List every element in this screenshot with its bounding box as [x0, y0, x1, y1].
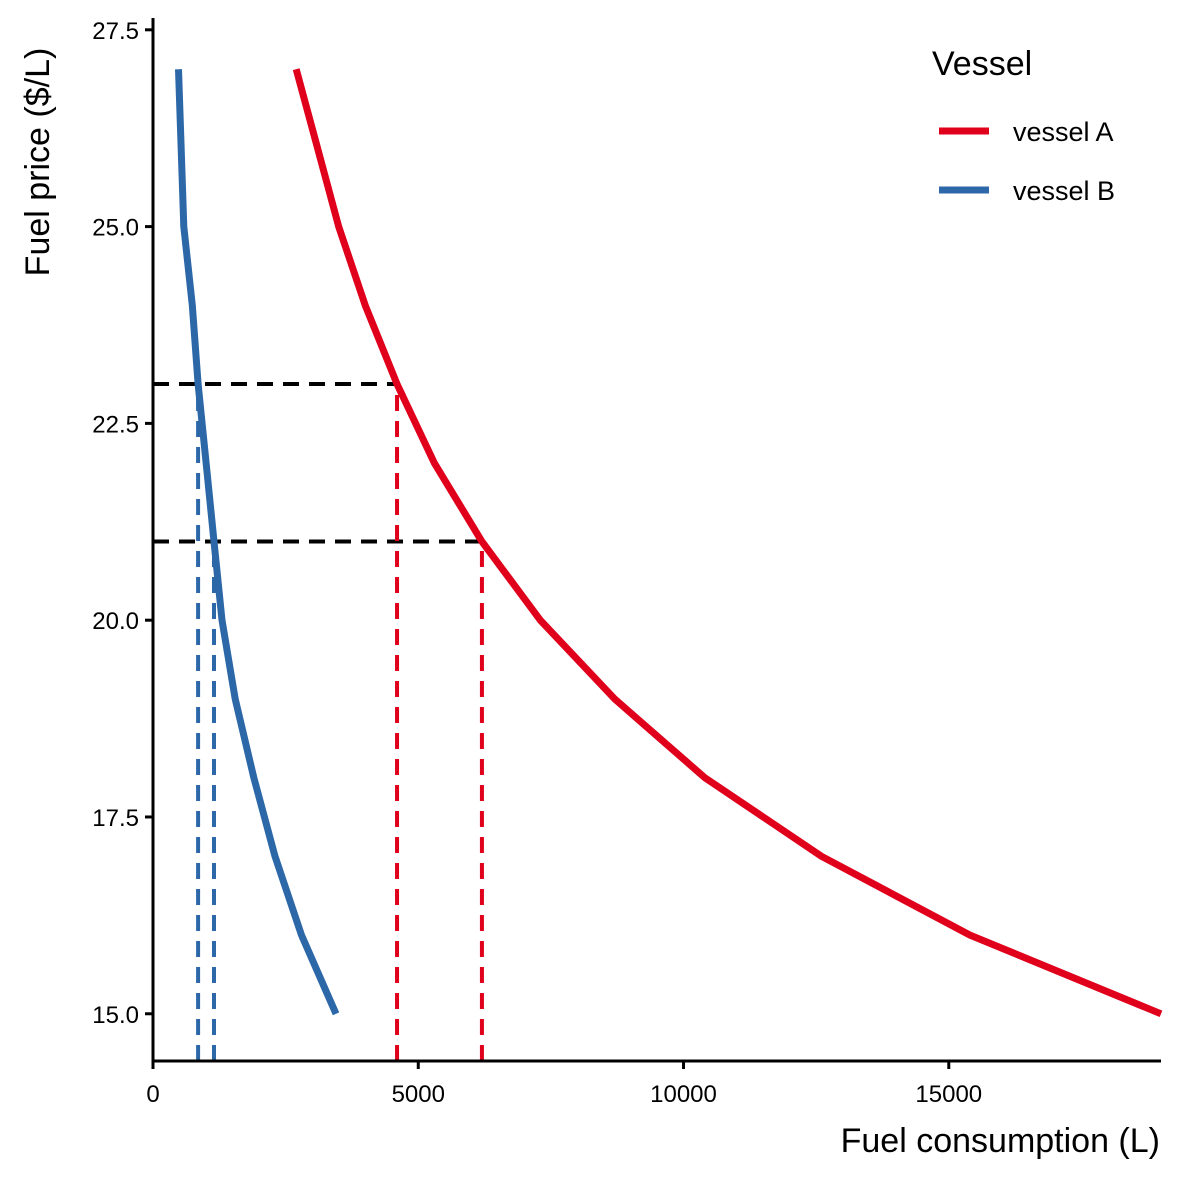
y-tick-label: 22.5 — [92, 411, 139, 438]
x-axis-title: Fuel consumption (L) — [841, 1122, 1160, 1160]
legend-label-vessel-b: vessel B — [1013, 176, 1115, 206]
y-ticks: 15.0 17.5 20.0 22.5 25.0 27.5 — [92, 18, 153, 1029]
y-tick-label: 15.0 — [92, 1002, 139, 1029]
y-axis-title: Fuel price ($/L) — [19, 48, 57, 277]
legend-label-vessel-a: vessel A — [1013, 117, 1114, 147]
series-line-vessel-b — [175, 69, 340, 1016]
x-tick-label: 15000 — [915, 1081, 982, 1108]
x-ticks: 0 5000 10000 15000 — [146, 1061, 982, 1108]
y-tick-label: 25.0 — [92, 215, 139, 242]
y-tick-label: 20.0 — [92, 608, 139, 635]
x-tick-label: 5000 — [392, 1081, 445, 1108]
reference-lines — [153, 382, 484, 1061]
y-tick-label: 27.5 — [92, 18, 139, 45]
series-lines — [175, 68, 1163, 1018]
legend-title: Vessel — [932, 45, 1032, 83]
y-tick-label: 17.5 — [92, 805, 139, 832]
x-tick-label: 0 — [146, 1081, 159, 1108]
axes — [151, 18, 1161, 1063]
x-tick-label: 10000 — [650, 1081, 717, 1108]
legend: Vessel vessel A vessel B — [932, 45, 1115, 206]
series-line-vessel-a — [292, 68, 1163, 1018]
